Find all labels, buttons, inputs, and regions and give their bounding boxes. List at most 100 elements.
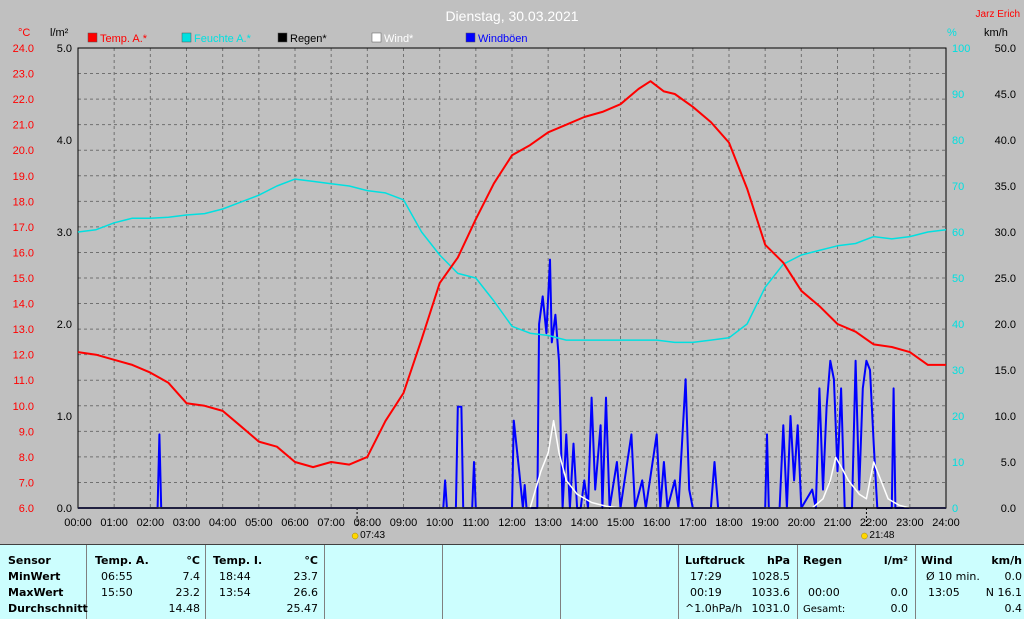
x-tick-label: 05:00 (245, 517, 273, 529)
x-tick-label: 06:00 (281, 517, 309, 529)
column-divider (442, 545, 443, 619)
pressure-min-time: 17:29 (690, 570, 722, 583)
temp-tick-label: 7.0 (19, 477, 34, 489)
stats-table: Sensor MinWert MaxWert Durchschnitt Temp… (0, 544, 1024, 619)
temp-a-avg-value: 14.48 (168, 602, 201, 615)
sunrise-icon (351, 532, 359, 540)
temp-unit-label: °C (18, 27, 30, 39)
humidity-tick-label: 100 (952, 43, 970, 55)
pressure-avg-value: 1031.0 (751, 602, 791, 615)
temp-tick-label: 15.0 (13, 273, 34, 285)
legend-swatch (277, 32, 288, 43)
rain-max-time: 00:00 (808, 586, 840, 599)
humidity-tick-label: 50 (952, 273, 964, 285)
humidity-tick-label: 30 (952, 365, 964, 377)
wind-header: Wind (921, 554, 953, 567)
humidity-tick-label: 90 (952, 89, 964, 101)
temp-tick-label: 8.0 (19, 452, 34, 464)
row-label-max: MaxWert (8, 586, 64, 599)
x-tick-label: 18:00 (715, 517, 743, 529)
pressure-min-value: 1028.5 (751, 570, 791, 583)
x-tick-label: 20:00 (788, 517, 816, 529)
column-divider (915, 545, 916, 619)
humidity-unit-label: % (947, 27, 957, 39)
temp-i-max-time: 13:54 (219, 586, 251, 599)
x-tick-label: 23:00 (896, 517, 924, 529)
temp-tick-label: 9.0 (19, 426, 34, 438)
x-tick-label: 03:00 (173, 517, 201, 529)
wind-tick-label: 10.0 (995, 411, 1016, 423)
rain-max-value: 0.0 (890, 586, 909, 599)
column-divider (205, 545, 206, 619)
humidity-tick-label: 10 (952, 457, 964, 469)
chart-svg: 24.0 23.0 22.0 21.0 20.0 19.0 18.0 17.0 16.0 15.0… (13, 8, 1020, 541)
x-tick-label: 15:00 (607, 517, 635, 529)
temp-tick-label: 22.0 (13, 94, 34, 106)
row-label-min: MinWert (8, 570, 61, 583)
temp-tick-label: 24.0 (13, 43, 34, 55)
temp-a-max-time: 15:50 (101, 586, 133, 599)
wind-avg-value: 0.4 (1004, 602, 1023, 615)
temp-tick-label: 19.0 (13, 171, 34, 183)
pressure-unit: hPa (766, 554, 790, 567)
humidity-tick-label: 70 (952, 181, 964, 193)
temp-i-avg-value: 25.47 (286, 602, 319, 615)
author-label: Jarz Erich (976, 9, 1020, 20)
x-tick-label: 02:00 (137, 517, 165, 529)
rain-unit: l/m² (883, 554, 908, 567)
wind-tick-label: 0.0 (1001, 503, 1016, 515)
rain-unit-label: l/m² (50, 27, 69, 39)
legend-swatch (87, 32, 98, 43)
row-label-avg: Durchschnitt (8, 602, 88, 615)
humidity-tick-label: 60 (952, 227, 964, 239)
temp-a-max-value: 23.2 (175, 586, 201, 599)
x-tick-label: 19:00 (751, 517, 779, 529)
humidity-tick-label: 0 (952, 503, 958, 515)
temp-i-header: Temp. I. (213, 554, 263, 567)
temp-tick-label: 20.0 (13, 145, 34, 157)
x-tick-label: 08:00 (354, 517, 382, 529)
wind-tick-label: 35.0 (995, 181, 1016, 193)
x-tick-label: 16:00 (643, 517, 671, 529)
wind-tick-label: 30.0 (995, 227, 1016, 239)
series-line-0 (77, 80, 946, 469)
wind-tick-label: 45.0 (995, 89, 1016, 101)
wind-unit-label: km/h (984, 27, 1008, 39)
rain-tick-label: 5.0 (57, 43, 72, 55)
series-line-4 (78, 258, 946, 509)
wind-unit: km/h (991, 554, 1022, 567)
wind-max-time: 13:05 (928, 586, 960, 599)
temp-tick-label: 21.0 (13, 120, 34, 132)
column-divider (86, 545, 87, 619)
temp-tick-label: 14.0 (13, 299, 34, 311)
legend-label: Wind* (384, 33, 414, 45)
column-divider (324, 545, 325, 619)
wind-tick-label: 5.0 (1001, 457, 1016, 469)
temp-tick-label: 6.0 (19, 503, 34, 515)
rain-total-value: 0.0 (890, 602, 909, 615)
temp-tick-label: 17.0 (13, 222, 34, 234)
pressure-trend: ^1.0hPa/h (685, 602, 743, 615)
temp-tick-label: 23.0 (13, 69, 34, 81)
rain-tick-label: 2.0 (57, 319, 72, 331)
x-tick-label: 17:00 (679, 517, 707, 529)
temp-i-min-time: 18:44 (219, 570, 251, 583)
humidity-tick-label: 20 (952, 411, 964, 423)
x-tick-label: 11:00 (462, 517, 489, 529)
temp-tick-label: 16.0 (13, 247, 34, 259)
x-tick-label: 10:00 (426, 517, 454, 529)
wind-tick-label: 20.0 (995, 319, 1016, 331)
column-divider (797, 545, 798, 619)
temp-tick-label: 18.0 (13, 196, 34, 208)
temp-tick-label: 12.0 (13, 350, 34, 362)
column-divider (560, 545, 561, 619)
rain-tick-label: 3.0 (57, 227, 72, 239)
rain-header: Regen (803, 554, 843, 567)
x-tick-label: 00:00 (64, 517, 92, 529)
x-tick-label: 13:00 (534, 517, 562, 529)
x-tick-label: 14:00 (571, 517, 599, 529)
wind-tick-label: 25.0 (995, 273, 1016, 285)
legend-swatch (465, 32, 476, 43)
temp-a-min-time: 06:55 (101, 570, 133, 583)
x-tick-label: 09:00 (390, 517, 418, 529)
